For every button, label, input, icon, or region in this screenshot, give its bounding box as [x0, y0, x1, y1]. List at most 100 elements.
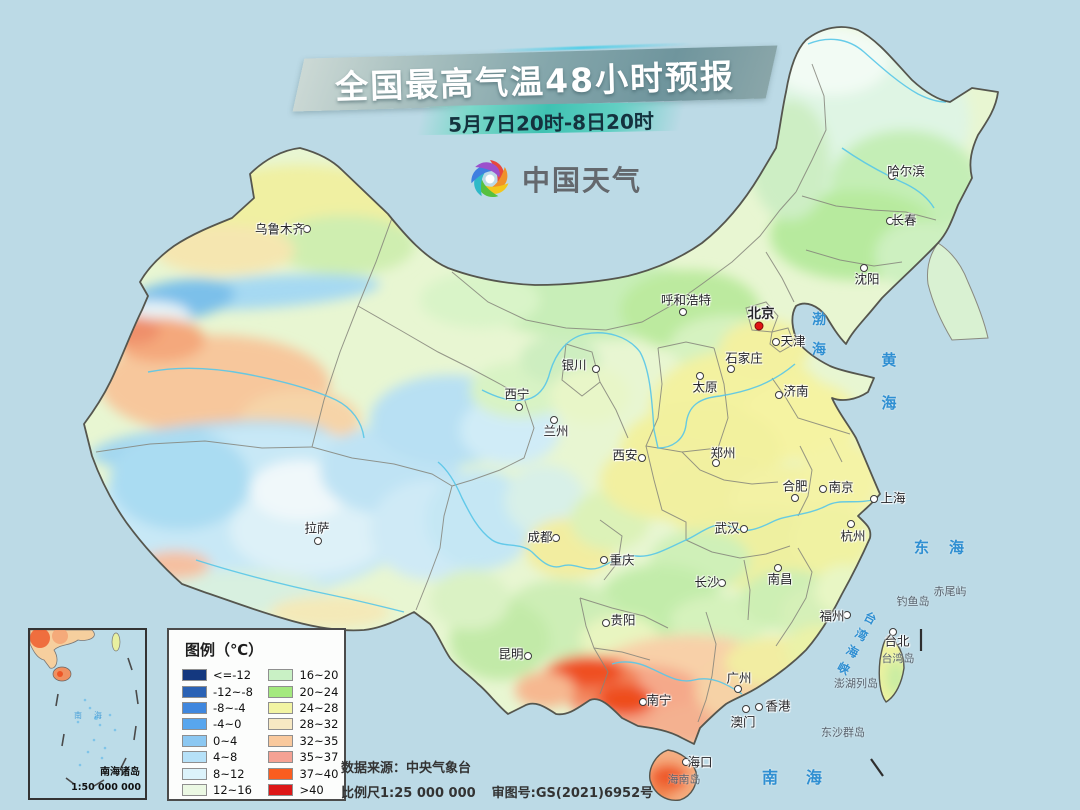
city-marker: [718, 579, 726, 587]
legend-items: <=-12 -12~-8 -8~-4 -4~0 0~4 4~8 8~12 12~16 16~20…: [182, 667, 344, 798]
legend-item: 28~32: [268, 716, 344, 732]
inset-scale: 1:50 000 000: [71, 782, 141, 793]
city-marker: [791, 494, 799, 502]
legend-item: 0~4: [182, 733, 258, 749]
legend-item: 37~40: [268, 765, 344, 781]
legend-label: 8~12: [213, 766, 245, 781]
city-label: 合肥: [782, 478, 808, 494]
city-label: 福州: [819, 608, 845, 624]
city-marker: [314, 537, 322, 545]
legend-label: 24~28: [299, 700, 339, 715]
city-marker: [550, 416, 558, 424]
city-marker: [524, 652, 532, 660]
brand-name: 中国天气: [522, 164, 643, 197]
city-label: 重庆: [609, 552, 635, 568]
city-marker: [889, 628, 897, 636]
inset-islands: [76, 698, 117, 767]
island-label: 东沙群岛: [821, 726, 865, 739]
forecast-period: 5月7日20时-8日20时: [447, 109, 655, 137]
city-label: 杭州: [840, 528, 866, 544]
island-label: 钓鱼岛: [896, 595, 930, 608]
korea-landmass: [927, 242, 989, 341]
city-marker: [888, 172, 896, 180]
city-label: 西安: [612, 447, 638, 463]
legend-item: 35~37: [268, 749, 344, 765]
inset-dash-line: [55, 657, 139, 787]
legend-label: 35~37: [299, 750, 339, 765]
legend-item: -4~0: [182, 716, 258, 732]
inset-minimap: [30, 630, 139, 787]
legend-panel: 图例（℃） <=-12 -12~-8 -8~-4 -4~0 0~4 4~8 8~12 12~1…: [167, 628, 346, 801]
city-marker: [886, 217, 894, 225]
city-label: 台北: [884, 633, 910, 649]
city-marker: [696, 372, 704, 380]
legend-swatch: [182, 734, 207, 747]
city-marker: [515, 403, 523, 411]
city-marker: [774, 564, 782, 572]
map-credits: 比例尺1:25 000 000 审图号:GS(2021)6952号: [341, 782, 653, 801]
legend-label: 0~4: [213, 733, 238, 748]
brand-logo: 中国天气: [468, 157, 642, 201]
city-marker: [860, 264, 868, 272]
data-source: 数据来源：中央气象台: [341, 761, 472, 776]
national-outline: [83, 26, 999, 801]
legend-swatch: [182, 669, 207, 682]
island-label: 台湾岛: [881, 652, 915, 665]
legend-swatch: [268, 783, 294, 796]
city-marker: [727, 365, 735, 373]
legend-label: 16~20: [299, 668, 339, 683]
city-label: 南宁: [646, 692, 672, 708]
city-marker: [639, 698, 647, 706]
legend-swatch: [268, 718, 294, 731]
city-label: 贵阳: [610, 612, 636, 628]
city-marker: [682, 758, 690, 766]
city-label: 西宁: [504, 386, 530, 402]
city-marker: [870, 495, 878, 503]
legend-label: <=-12: [213, 668, 252, 683]
city-marker: [847, 520, 855, 528]
legend-swatch: [182, 718, 207, 731]
south-china-sea-inset: 南海 南海诸岛 1:50 000 000: [28, 628, 147, 800]
city-label: 南京: [828, 479, 854, 495]
legend-label: 20~24: [299, 684, 339, 699]
legend-item: 24~28: [268, 700, 344, 716]
legend-item: 16~20: [268, 667, 344, 683]
island-label: 澎湖列岛: [834, 677, 878, 690]
city-marker: [755, 703, 763, 711]
legend-item: 8~12: [182, 765, 258, 781]
legend-label: 12~16: [213, 782, 252, 797]
legend-swatch: [268, 669, 294, 682]
city-label: 沈阳: [854, 271, 880, 287]
legend-item: 32~35: [268, 733, 344, 749]
city-marker: [742, 705, 750, 713]
city-label: 拉萨: [304, 520, 330, 536]
legend-swatch: [182, 751, 207, 764]
legend-swatch: [268, 751, 294, 764]
city-marker: [843, 611, 851, 619]
city-label: 呼和浩特: [660, 292, 712, 308]
sea-label: 渤海: [812, 312, 826, 358]
city-label: 武汉: [714, 520, 740, 536]
city-label: 长沙: [694, 574, 720, 590]
city-label: 银川: [561, 357, 587, 373]
city-marker: [303, 225, 311, 233]
rivers: [147, 38, 947, 695]
pinwheel-logo-icon: [471, 160, 509, 198]
sea-label: 东海: [913, 538, 965, 557]
city-marker: [734, 685, 742, 693]
city-label: 澳门: [730, 714, 756, 730]
city-marker: [772, 338, 780, 346]
pinwheel-petals: [471, 160, 509, 198]
legend-swatch: [268, 701, 294, 714]
city-label: 济南: [783, 383, 809, 399]
city-marker: [602, 619, 610, 627]
legend-swatch: [182, 767, 207, 780]
legend-label: 32~35: [299, 733, 339, 748]
map-scale: 比例尺1:25 000 000: [341, 786, 476, 801]
city-label: 香港: [765, 698, 791, 714]
legend-swatch: [182, 685, 207, 698]
city-label: 昆明: [498, 646, 524, 662]
city-marker: [712, 459, 720, 467]
legend-swatch: [268, 685, 294, 698]
